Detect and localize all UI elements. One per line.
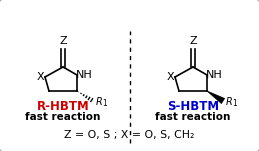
Text: fast reaction: fast reaction: [25, 112, 101, 122]
Text: 1: 1: [232, 100, 237, 109]
Text: R: R: [96, 97, 103, 107]
Text: S-HBTM: S-HBTM: [167, 101, 219, 114]
Text: Z: Z: [189, 36, 197, 46]
Text: R-HBTM: R-HBTM: [37, 101, 89, 114]
Text: X: X: [36, 72, 44, 82]
Polygon shape: [207, 91, 225, 104]
Text: Z = O, S ; X = O, S, CH₂: Z = O, S ; X = O, S, CH₂: [64, 130, 195, 140]
Text: 1: 1: [102, 100, 107, 109]
Text: NH: NH: [76, 70, 92, 80]
Text: X: X: [166, 72, 174, 82]
Text: Z: Z: [59, 36, 67, 46]
Text: fast reaction: fast reaction: [155, 112, 231, 122]
Text: R: R: [226, 97, 233, 107]
Text: NH: NH: [206, 70, 222, 80]
